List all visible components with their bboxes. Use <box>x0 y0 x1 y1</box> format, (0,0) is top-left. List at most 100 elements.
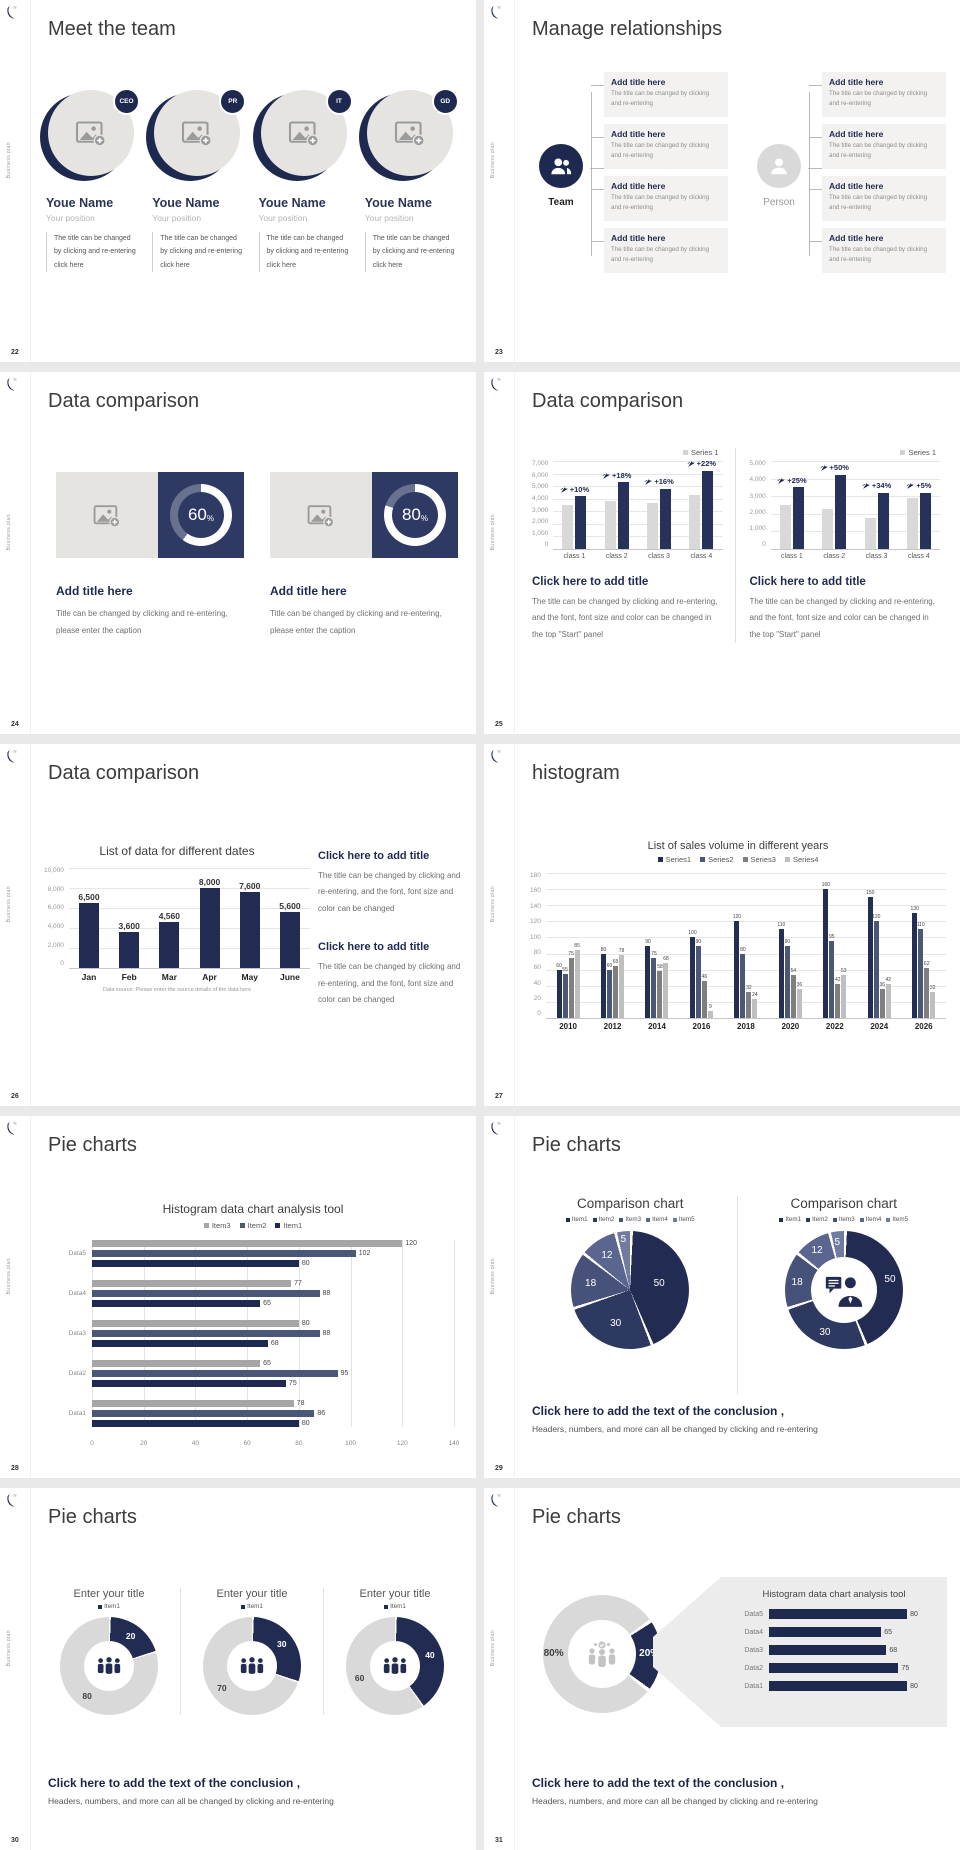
pie-slice-label: 18 <box>585 1277 597 1289</box>
bar-value-label: 90 <box>645 938 651 945</box>
slide-sidebar: Business plan <box>0 372 31 734</box>
bar <box>92 1260 299 1267</box>
legend-item: Series 1 <box>900 448 936 457</box>
legend-label: Item1 <box>571 1216 588 1223</box>
slide-sidebar: Business plan <box>0 744 31 1106</box>
bar: 5,600 <box>279 901 301 968</box>
axis-tick-label: 8,000 <box>47 885 64 893</box>
horizontal-bar-chart: Data5 80 Data4 65 Data3 68 Data2 75 Data1 80 <box>735 1609 933 1691</box>
x-axis: class 1 class 2 class 3 class 4 <box>771 550 940 560</box>
logo-icon <box>491 5 501 19</box>
bar-value-label: 90 <box>695 938 702 945</box>
gridline <box>770 496 940 498</box>
axis-tick-label: 0 <box>60 960 64 968</box>
slide-thumbnail-29[interactable]: Business plan Pie charts Comparison char… <box>484 1116 960 1478</box>
percent-tile: 60% <box>158 472 244 558</box>
axis-tick-label: 3,000 <box>532 506 549 514</box>
axis-tick-label: 80 <box>533 948 541 956</box>
slide-thumbnail-23[interactable]: Business plan Manage relationships Team … <box>484 0 960 362</box>
slide-thumbnail-30[interactable]: Business plan Pie charts Enter your titl… <box>0 1488 476 1850</box>
people-check-icon <box>588 1641 616 1667</box>
bar-value-label: 120 <box>732 914 742 921</box>
legend-label: Series 1 <box>908 448 936 457</box>
cursor-icon <box>777 476 786 484</box>
bar <box>864 518 876 549</box>
slide-thumbnail-26[interactable]: Business plan Data comparison List of da… <box>0 744 476 1106</box>
sidebar-vertical-label: Business plan <box>6 514 12 551</box>
people-group-icon <box>97 1657 121 1674</box>
image-placeholder-icon <box>307 504 335 528</box>
bar <box>702 471 714 549</box>
donut-chart: 50 30 18 12 5 <box>784 1231 903 1349</box>
bar: 42 <box>835 977 841 1018</box>
pie-slice-label: 12 <box>601 1249 613 1261</box>
bar-value-label: 75 <box>568 950 574 957</box>
donut-hole <box>810 1256 877 1324</box>
growth-annotation: +18% <box>596 471 638 480</box>
bar <box>92 1410 315 1417</box>
slide-thumbnail-28[interactable]: Business plan Pie charts Histogram data … <box>0 1116 476 1478</box>
slide-title: Meet the team <box>48 18 176 40</box>
bar-value-label: 88 <box>322 1290 331 1297</box>
legend-label: Series4 <box>792 855 819 864</box>
axis-tick-label: 0 <box>544 541 549 549</box>
member-description: The title can be changed by clicking and… <box>364 232 458 272</box>
chart-legend: Item3 Item2 Item1 <box>52 1221 454 1230</box>
bar: 160 <box>822 882 830 1018</box>
bar-value-label: 55 <box>562 966 568 973</box>
growth-annotation: +16% <box>638 477 680 486</box>
pie-slice-label: 30 <box>819 1327 831 1339</box>
block-heading: Click here to add title <box>532 576 649 588</box>
card-title: Add title here <box>56 584 133 598</box>
member-position: Your position <box>258 213 308 223</box>
slide-thumbnail-22[interactable]: Business plan Meet the team CEO Youe Nam… <box>0 0 476 362</box>
legend-swatch <box>742 857 748 862</box>
gridline <box>553 461 723 462</box>
bar: 32 <box>930 985 935 1018</box>
data-card: 60% Add title here Title can be changed … <box>56 472 244 640</box>
gridline <box>770 531 940 533</box>
bar-value-label: 36 <box>796 982 803 988</box>
bar <box>92 1280 292 1287</box>
image-placeholder <box>270 472 372 558</box>
member-description: The title can be changed by clicking and… <box>46 232 139 272</box>
bar: 42 <box>885 977 891 1018</box>
chart-legend: Item1 Item2 Item3 Item4 Item5 <box>524 1216 737 1223</box>
slide-sidebar: Business plan <box>0 1116 31 1478</box>
slide-thumbnail-24[interactable]: Business plan Data comparison 60% Add ti… <box>0 372 476 734</box>
pie-slice-label: 20% <box>639 1648 660 1659</box>
bar-value-label: 95 <box>340 1370 349 1377</box>
avatar: CEO <box>40 88 140 181</box>
slide-number: 28 <box>11 1465 19 1472</box>
slide-title: histogram <box>532 762 620 784</box>
slide-thumbnail-25[interactable]: Business plan Data comparison Series 1 7… <box>484 372 960 734</box>
gridline <box>553 486 723 488</box>
x-axis: 0 20 40 60 80 100 120 140 <box>90 1440 459 1450</box>
slide-thumbnail-27[interactable]: Business plan histogram List of sales vo… <box>484 744 960 1106</box>
chart-legend: Item1 Item2 Item3 Item4 Item5 <box>738 1216 951 1223</box>
category-label: Data3 <box>744 1646 763 1654</box>
group-label: Team <box>548 197 574 208</box>
text-block: Click here to add title The title can be… <box>318 941 462 1008</box>
donut-chart-block: Enter your title Item1 20 80 <box>38 1588 180 1715</box>
bar-value-label: 65 <box>612 958 619 965</box>
axis-tick-label: 160 <box>530 887 541 895</box>
bar: 78 <box>619 948 624 1018</box>
axis-tick-label: 0 <box>762 541 766 549</box>
slide-sidebar: Business plan <box>484 372 515 734</box>
bar-value-label: 3,600 <box>118 921 140 931</box>
bar-group: 150 120 36 42 <box>857 873 901 1018</box>
people-group-icon <box>240 1657 264 1674</box>
bar-value-label: 110 <box>777 922 786 929</box>
bar-group: 120 80 32 24 <box>724 873 768 1018</box>
legend-item: Item1 <box>241 1603 263 1610</box>
slide-thumbnail-31[interactable]: Business plan Pie charts 20% 80% Histogra… <box>484 1488 960 1850</box>
gridline <box>545 953 946 955</box>
chart-block: Series 1 5,000 4,000 3,000 2,000 1,000 0 +25% +… <box>734 448 953 644</box>
team-member: GD Youe Name Your position The title can… <box>358 88 459 272</box>
bar-value-label: 8,000 <box>198 877 221 887</box>
bar-value-label: 130 <box>910 906 919 913</box>
bar: 120 <box>733 914 741 1018</box>
legend-swatch <box>784 857 790 862</box>
bar-value-label: 80 <box>301 1420 310 1427</box>
